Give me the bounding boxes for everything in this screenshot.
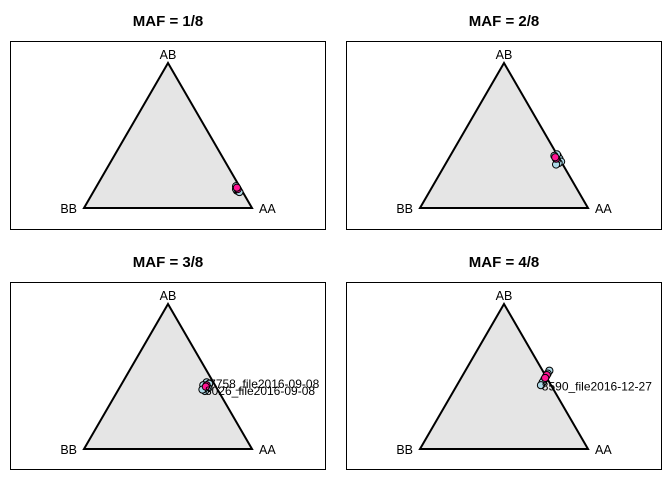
plot-box xyxy=(346,41,662,230)
point-annotation: 8590_file2016-12-27 xyxy=(542,380,652,394)
ternary-triangle xyxy=(418,61,590,209)
plot-box xyxy=(10,41,326,230)
plot-box xyxy=(346,282,662,470)
panel-2: MAF = 2/8 AB BB AA xyxy=(346,13,662,230)
data-point xyxy=(536,381,546,390)
panel-4: MAF = 4/8 AB BB AA 8590_file2016-12-27 xyxy=(346,254,662,470)
panel-1: MAF = 1/8 AB BB AA xyxy=(10,13,326,230)
vertex-label-right: AA xyxy=(595,443,612,457)
panel-title: MAF = 4/8 xyxy=(469,254,539,271)
vertex-label-right: AA xyxy=(595,202,612,216)
ternary-triangle xyxy=(82,61,254,209)
vertex-label-top: AB xyxy=(496,48,513,62)
data-point xyxy=(201,382,210,391)
vertex-label-right: AA xyxy=(259,202,276,216)
plot-box xyxy=(10,282,326,470)
vertex-label-left: BB xyxy=(396,443,413,457)
vertex-label-top: AB xyxy=(160,289,177,303)
vertex-label-left: BB xyxy=(396,202,413,216)
vertex-label-right: AA xyxy=(259,443,276,457)
vertex-label-left: BB xyxy=(60,202,77,216)
vertex-label-left: BB xyxy=(60,443,77,457)
point-annotation: 7758_file2016-09-08 xyxy=(209,377,319,391)
vertex-label-top: AB xyxy=(496,289,513,303)
panel-3: MAF = 3/8 AB BB AA 7758_file2016-09-088026_f… xyxy=(10,254,326,470)
point-annotation: 8026_file2016-09-08 xyxy=(205,384,315,398)
data-point xyxy=(232,183,241,192)
data-point xyxy=(551,153,560,162)
data-point xyxy=(541,373,550,383)
panel-title: MAF = 3/8 xyxy=(133,254,203,271)
panel-title: MAF = 2/8 xyxy=(469,13,539,30)
ternary-triangle xyxy=(418,302,590,450)
ternary-triangle xyxy=(82,302,254,450)
vertex-label-top: AB xyxy=(160,48,177,62)
panel-title: MAF = 1/8 xyxy=(133,13,203,30)
